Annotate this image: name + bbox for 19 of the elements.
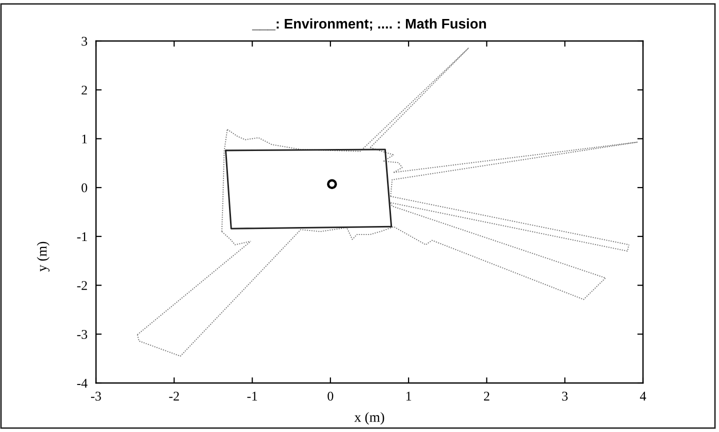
x-tick-label: 4 [640, 392, 646, 400]
y-axis-title: y (m) [36, 242, 50, 272]
y-tick-label: 1 [82, 134, 87, 144]
y-tick-label: -3 [77, 330, 88, 339]
y-tick-label: 3 [82, 36, 88, 46]
y-tick-label: -1 [77, 232, 87, 242]
y-tick-label: -4 [77, 378, 88, 388]
x-tick-label: -2 [169, 392, 179, 400]
x-tick-label: -1 [247, 392, 257, 400]
y-tick-label: 2 [82, 86, 87, 94]
y-tick-label: 0 [82, 183, 88, 192]
x-tick-label: -3 [90, 392, 101, 401]
chart-title: ___: Environment; .... : Math Fusion [252, 18, 486, 31]
x-tick-label: 1 [406, 392, 412, 400]
y-tick-label: -2 [77, 281, 87, 290]
x-tick-label: 0 [328, 392, 334, 401]
x-tick-label: 3 [562, 392, 568, 401]
x-axis-title: x (m) [354, 412, 384, 425]
x-tick-label: 2 [484, 392, 490, 400]
